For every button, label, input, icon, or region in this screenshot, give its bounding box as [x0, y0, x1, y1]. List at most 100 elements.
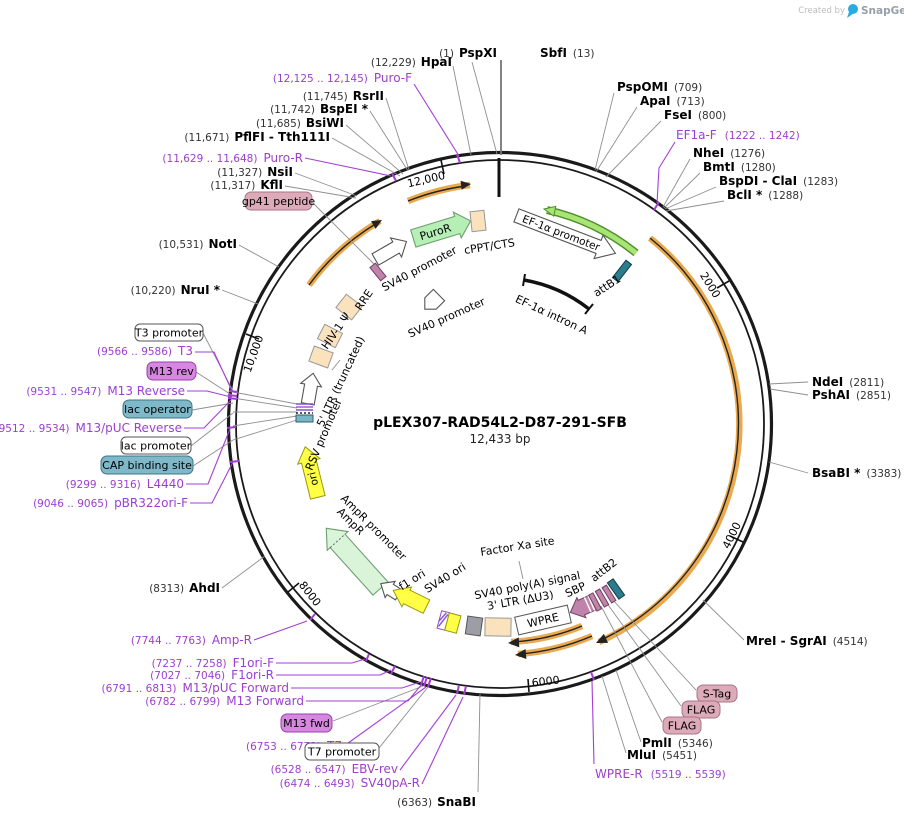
- sv40-promoter-arrow-2: [424, 288, 446, 310]
- tick-label-6000: 6000: [531, 674, 560, 690]
- sv40-ori-box: [436, 610, 462, 634]
- primer-label-m13puc-forward: (6791 .. 6813) M13/pUC Forward: [101, 681, 289, 695]
- flag-label-tag-1: FLAG: [681, 700, 721, 719]
- wpre-box: WPRE: [514, 604, 572, 636]
- svg-text:FLAG: FLAG: [687, 704, 716, 717]
- site-label-mrei-sgrai: MreI - SgrAI (4514): [746, 634, 868, 648]
- rsv-promoter-arrow: [299, 372, 323, 406]
- site-label-kfli: (11,317) KflI: [210, 178, 283, 192]
- svg-text:lac operator: lac operator: [124, 403, 191, 416]
- m13-fwd-tag: M13 fwd: [280, 713, 333, 733]
- primer-label-sv40pa-r: (6474 .. 6493) SV40pA-R: [280, 776, 420, 790]
- svg-text:S-Tag: S-Tag: [703, 688, 732, 701]
- site-label-snabi: (6363) SnaBI: [397, 795, 476, 809]
- site-label-pspxi: (1) PspXI: [439, 46, 497, 60]
- site-label-nrui: (10,220) NruI *: [131, 283, 221, 297]
- credit-brand-link[interactable]: SnapGene: [861, 5, 904, 17]
- credit-prefix: Created by: [798, 6, 845, 16]
- site-label-bspdi-clai: BspDI - ClaI (1283): [719, 174, 838, 188]
- ltr5-box-b: [308, 345, 334, 369]
- flag-label-tag-2: FLAG: [662, 716, 702, 735]
- site-label-pspomi: PspOMI (709): [617, 80, 702, 94]
- feature-label-ef1a-intron: EF-1α intron A: [513, 292, 590, 337]
- puror-gene-arrow: PuroR: [409, 211, 472, 248]
- ef1a-intron-arc: [522, 273, 594, 315]
- feature-label-f1-ori: f1 ori: [397, 567, 428, 593]
- snapgene-logo-icon: [847, 4, 858, 18]
- ori-label: ori: [306, 471, 321, 487]
- restriction-site-labels: (1) PspXI SbfI (13) (12,229) HpaI PspOMI (70…: [131, 46, 902, 809]
- sv40-polya-box: [464, 615, 484, 637]
- primer-label-f1ori-r: (7027 .. 7046) F1ori-R: [150, 668, 274, 682]
- sbp-arrow: [569, 594, 598, 619]
- ltr5-box-a: [316, 323, 344, 349]
- tick-label-8000: 8000: [296, 579, 323, 609]
- boxed-feature-labels: gp41 peptide T3 promoter M13 rev lac ope…: [100, 191, 738, 761]
- feature-label-attb2: attB2: [588, 556, 620, 585]
- reverse-orf-arc: [542, 205, 639, 257]
- site-label-bmti: BmtI (1280): [703, 160, 776, 174]
- ef1a-promoter-label: EF-1α promoter: [520, 213, 602, 254]
- snapgene-credit: Created by SnapGene: [798, 4, 904, 18]
- feature-label-factor-xa: Factor Xa site: [479, 534, 555, 559]
- site-label-bsiwi: (11,685) BsiWI: [256, 116, 344, 130]
- svg-text:T7 promoter: T7 promoter: [307, 746, 377, 759]
- site-label-nsii: (11,327) NsiI: [217, 165, 293, 179]
- s-tag-box-feature: [601, 584, 617, 604]
- m13-rev-tag: M13 rev: [146, 361, 197, 381]
- primer-label-m13puc-reverse: (9512 .. 9534) M13/pUC Reverse: [0, 421, 182, 435]
- feature-label-sv40-promoter-2: SV40 promoter: [406, 295, 488, 341]
- sv40-promoter-arrow-1: [371, 237, 408, 266]
- site-label-mlui: MluI (5451): [627, 748, 697, 762]
- t3-promoter-tag: T3 promoter: [134, 323, 204, 342]
- primer-label-f1ori-f: (7237 .. 7258) F1ori-F: [152, 656, 274, 670]
- svg-text:T3 promoter: T3 promoter: [134, 327, 204, 340]
- site-label-bspei: (11,742) BspEI *: [270, 102, 369, 116]
- site-label-rsrii: (11,745) RsrII: [303, 89, 384, 103]
- f1-ori-arrow: [392, 586, 431, 614]
- primer-label-puro-r: (11,629 .. 11,648) Puro-R: [162, 151, 303, 165]
- svg-text:FLAG: FLAG: [668, 720, 697, 733]
- site-label-apai: ApaI (713): [640, 94, 705, 108]
- primer-label-ebv-rev: (6528 .. 6547) EBV-rev: [271, 762, 398, 776]
- site-label-ahdi: (8313) AhdI: [149, 581, 220, 595]
- primer-label-t3: (9566 .. 9586) T3: [97, 344, 193, 358]
- primer-label-amp-r: (7744 .. 7763) Amp-R: [131, 633, 252, 647]
- site-label-fsei: FseI (800): [664, 108, 726, 122]
- plasmid-title: pLEX307-RAD54L2-D87-291-SFB 12,433 bp: [373, 415, 627, 446]
- site-label-bcli: BclI * (1288): [727, 188, 803, 202]
- svg-text:CAP binding site: CAP binding site: [102, 459, 192, 472]
- attb2-box: [606, 578, 626, 600]
- site-label-noti: (10,531) NotI: [159, 237, 237, 251]
- plasmid-size: 12,433 bp: [469, 432, 530, 446]
- site-label-pmli: PmlI (5346): [642, 736, 713, 750]
- site-label-sbfi: SbfI (13): [540, 46, 594, 60]
- feature-label-attb1: attB1: [591, 272, 623, 299]
- feature-glyphs: PuroR EF-1α promoter: [295, 208, 633, 637]
- primer-label-puro-f: (12,125 .. 12,145) Puro-F: [273, 71, 412, 85]
- s-tag-label-tag: S-Tag: [696, 684, 738, 703]
- primer-label-pbr322ori-f: (9046 .. 9065) pBR322ori-F: [33, 496, 188, 510]
- svg-text:M13 fwd: M13 fwd: [283, 717, 330, 730]
- callout-lines: [190, 61, 809, 793]
- attb1-box: [611, 259, 633, 283]
- ltr3-box: [484, 617, 512, 637]
- t7-promoter-tag: T7 promoter: [304, 742, 380, 761]
- svg-text:gp41 peptide: gp41 peptide: [242, 195, 316, 208]
- svg-text:M13 rev: M13 rev: [149, 365, 194, 378]
- primer-label-m13-forward: (6782 .. 6799) M13 Forward: [145, 694, 304, 708]
- svg-text:lac promoter: lac promoter: [121, 440, 192, 453]
- site-label-bsabi: BsaBI * (3383): [812, 466, 901, 480]
- rre-box: [369, 262, 387, 282]
- primer-labels: (12,125 .. 12,145) Puro-F EF1a-F (1222 .. …: [0, 71, 800, 790]
- ampr-gene-arrow: [325, 527, 389, 596]
- primer-label-ef1a-f: EF1a-F (1222 .. 1242): [676, 128, 800, 142]
- primer-label-l4440: (9299 .. 9316) L4440: [66, 477, 184, 491]
- feature-label-sv40-ori: SV40 ori: [422, 560, 468, 596]
- ori-arrow: ori: [296, 446, 326, 500]
- cppt-cts-box: [469, 209, 487, 233]
- primer-callout-lines: [184, 83, 676, 785]
- lac-operator-tag: lac operator: [122, 399, 193, 419]
- primer-label-m13-reverse: (9531 .. 9547) M13 Reverse: [26, 384, 185, 398]
